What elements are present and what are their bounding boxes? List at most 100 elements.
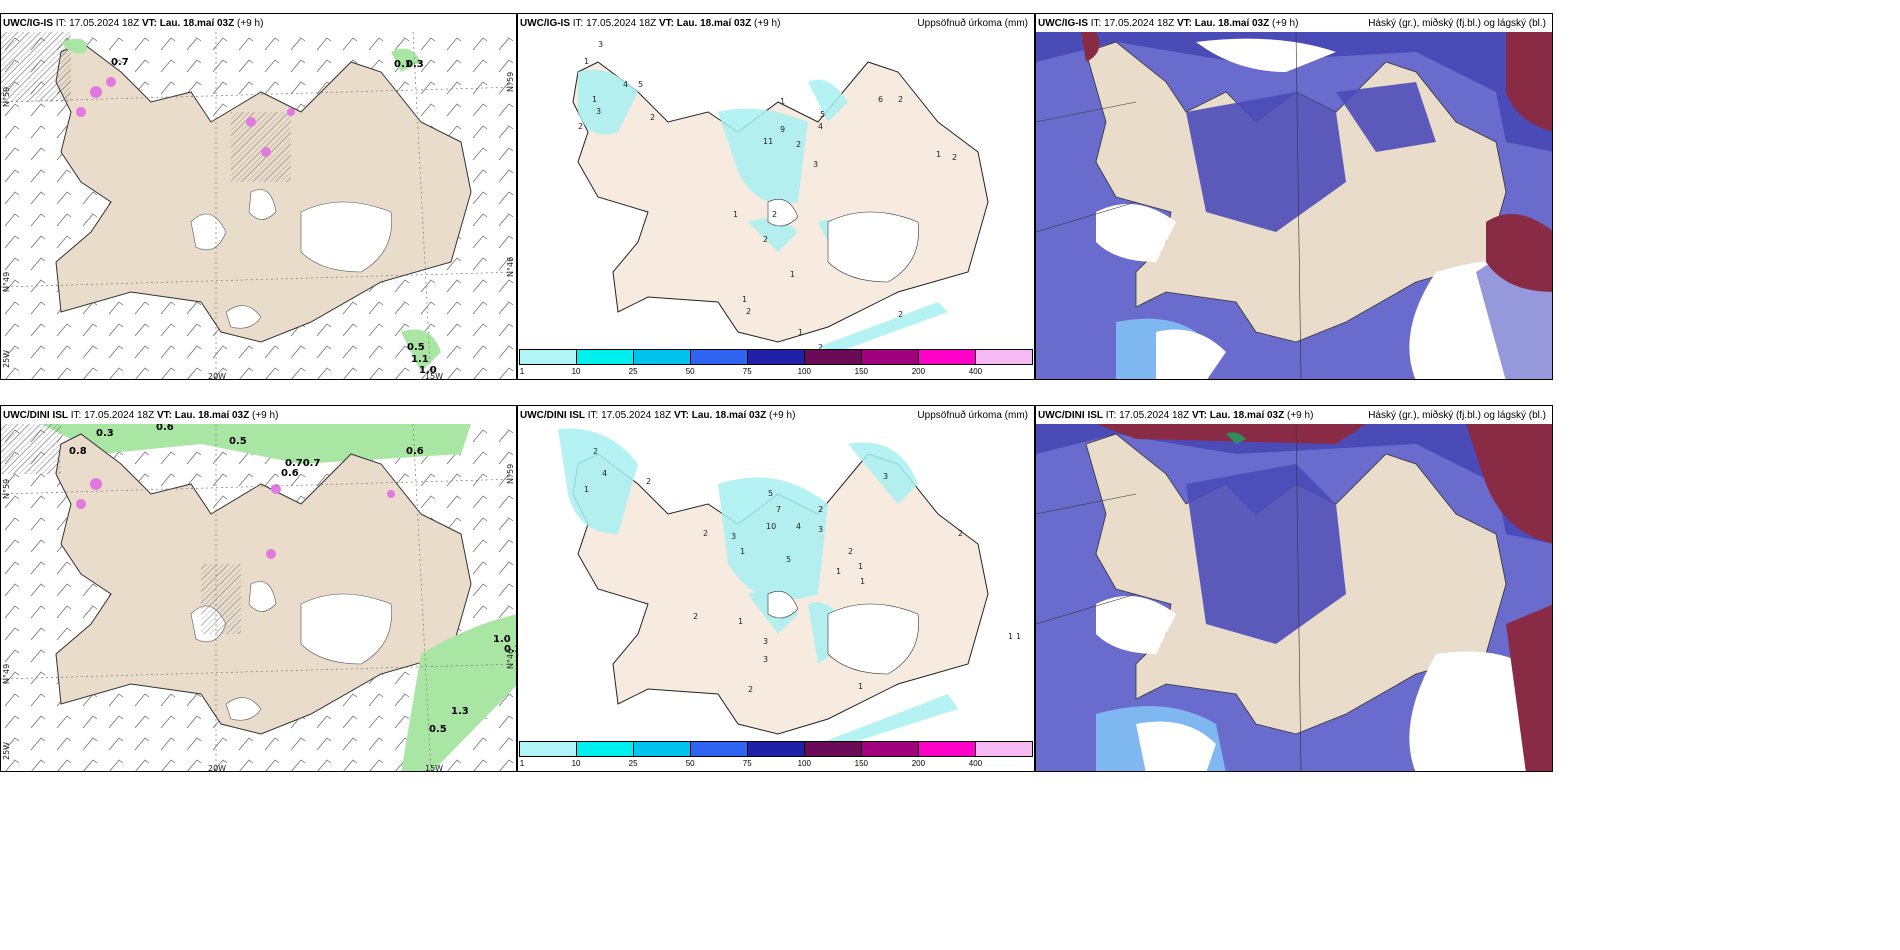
axis-label-lat: N°46 — [506, 649, 515, 669]
precip-number: 2 — [848, 547, 853, 556]
precip-number: 5 — [820, 110, 825, 119]
precip-number: 2 — [818, 343, 823, 352]
legend-tick: 1 — [519, 759, 525, 768]
precip-number: 2 — [593, 447, 598, 456]
precip-number: 10 — [766, 522, 776, 531]
precip-map: 2 1 4 2 5 7 10 4 3 2 1 2 3 5 1 2 3 1 1 2… — [558, 428, 1021, 744]
precip-number: 4 — [796, 522, 801, 531]
legend-swatch — [577, 350, 634, 364]
legend-tick: 400 — [968, 759, 983, 768]
axis-label-25w: 25W — [2, 742, 11, 760]
legend-tick: 400 — [968, 367, 983, 376]
precip-number: 2 — [646, 477, 651, 486]
value-label: 0.3 — [96, 428, 114, 439]
legend-swatch — [691, 350, 748, 364]
axis-label-20w: 20W — [208, 764, 226, 772]
axis-label-lat: N°59 — [506, 72, 515, 92]
precip-number: 2 — [748, 685, 753, 694]
axis-label-lat: N°46 — [506, 257, 515, 277]
legend-swatch — [634, 350, 691, 364]
precip-number: 3 — [763, 637, 768, 646]
precip-number: 6 — [878, 95, 883, 104]
legend-tick: 75 — [742, 367, 752, 376]
panel-title: UWC/DINI ISL IT: 17.05.2024 18Z VT: Lau.… — [520, 410, 796, 421]
precip-number: 11 — [763, 137, 773, 146]
precip-number: 2 — [818, 505, 823, 514]
precip-number: 1 — [1008, 632, 1013, 641]
value-label: 0.6 — [156, 424, 174, 433]
precip-number: 2 — [796, 140, 801, 149]
axis-label-lat: N°59 — [506, 464, 515, 484]
value-label: 0.5 — [229, 436, 247, 447]
precip-map: 3 1 4 5 1 2 3 2 1 9 11 2 5 4 3 6 2 1 2 2… — [572, 40, 989, 352]
precip-number: 1 — [858, 562, 863, 571]
precip-number: 2 — [898, 95, 903, 104]
cloud-map — [1036, 32, 1552, 379]
legend-tick: 10 — [571, 759, 581, 768]
legend-bar — [519, 741, 1033, 757]
precip-legend: 1 10 25 50 75 100 150 200 400 — [519, 349, 1033, 377]
legend-swatch — [919, 350, 976, 364]
precip-number: 3 — [813, 160, 818, 169]
axis-label-lat: N°49 — [2, 664, 11, 684]
axis-label-20w: 20W — [208, 372, 226, 380]
legend-tick: 75 — [742, 759, 752, 768]
value-label: 0.5 — [407, 342, 425, 353]
legend-tick: 50 — [685, 367, 695, 376]
precip-number: 2 — [898, 310, 903, 319]
precip-number: 5 — [768, 489, 773, 498]
precip-number: 3 — [883, 472, 888, 481]
precip-number: 2 — [746, 307, 751, 316]
axis-label-15w: 15W — [425, 764, 443, 772]
precip-number: 5 — [638, 80, 643, 89]
legend-tick: 25 — [628, 759, 638, 768]
panel-subtitle: Háský (gr.), miðský (fj.bl.) og lágský (… — [1368, 410, 1546, 421]
legend-tick: 150 — [854, 367, 868, 376]
value-label: 1.1 — [411, 354, 429, 365]
legend-swatch — [634, 742, 691, 756]
panel-title: UWC/IG-IS IT: 17.05.2024 18Z VT: Lau. 18… — [3, 18, 264, 29]
precip-number: 1 — [733, 210, 738, 219]
legend-ticks: 1 10 25 50 75 100 150 200 400 — [519, 367, 1033, 377]
precip-number: 3 — [598, 40, 603, 49]
legend-tick: 150 — [854, 759, 868, 768]
cloud-map — [1036, 424, 1552, 771]
precip-legend: 1 10 25 50 75 100 150 200 400 — [519, 741, 1033, 769]
panel-subtitle: Uppsöfnuð úrkoma (mm) — [917, 410, 1028, 421]
precip-number: 2 — [650, 113, 655, 122]
legend-swatch — [691, 742, 748, 756]
value-label: 1.0 — [493, 634, 511, 645]
axis-label-lat: N°59 — [2, 479, 11, 499]
panel-clouds-top: UWC/IG-IS IT: 17.05.2024 18Z VT: Lau. 18… — [1035, 13, 1553, 380]
legend-swatch — [520, 350, 577, 364]
legend-tick: 100 — [797, 759, 811, 768]
legend-swatch — [520, 742, 577, 756]
panel-clouds-bottom: UWC/DINI ISL IT: 17.05.2024 18Z VT: Lau.… — [1035, 405, 1553, 772]
panel-wind-bottom: UWC/DINI ISL IT: 17.05.2024 18Z VT: Lau.… — [0, 405, 517, 772]
precip-number: 2 — [703, 529, 708, 538]
precip-number: 1 — [860, 577, 865, 586]
value-label: 0.1 — [394, 59, 412, 70]
precip-number: 2 — [578, 122, 583, 131]
precip-number: 4 — [623, 80, 628, 89]
legend-swatch — [919, 742, 976, 756]
legend-tick: 25 — [628, 367, 638, 376]
value-label: 0.6 — [281, 468, 299, 479]
axis-label-lat: N°59 — [2, 87, 11, 107]
precip-number: 1 — [740, 547, 745, 556]
axis-label-lat: N°49 — [2, 272, 11, 292]
value-label: 1.0 — [419, 365, 437, 376]
panel-precip-bottom: UWC/DINI ISL IT: 17.05.2024 18Z VT: Lau.… — [517, 405, 1035, 772]
legend-tick: 50 — [685, 759, 695, 768]
precip-number: 3 — [818, 525, 823, 534]
legend-swatch — [976, 742, 1032, 756]
precip-number: 2 — [693, 612, 698, 621]
precip-number: 2 — [958, 529, 963, 538]
precip-number: 4 — [602, 469, 607, 478]
panel-subtitle: Uppsöfnuð úrkoma (mm) — [917, 18, 1028, 29]
wind-map: 0.3 0.6 0.8 0.5 0.70.7 0.6 0.6 1.0 0.2 1… — [1, 424, 516, 772]
legend-swatch — [862, 350, 919, 364]
precip-number: 1 — [584, 485, 589, 494]
legend-swatch — [748, 742, 805, 756]
legend-tick: 1 — [519, 367, 525, 376]
